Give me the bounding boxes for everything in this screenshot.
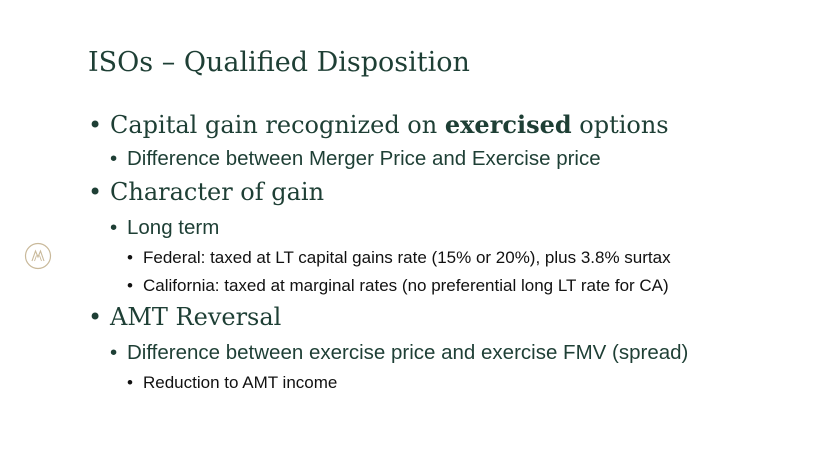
bullet-text-bold: exercised — [444, 110, 572, 139]
bullet-text: California: taxed at marginal rates (no … — [143, 276, 669, 295]
bullet-marker: • — [88, 303, 103, 331]
bullet-character-of-gain: • Character of gain — [88, 178, 324, 206]
bullet-marker: • — [127, 373, 133, 392]
bullet-california: • California: taxed at marginal rates (n… — [127, 276, 669, 296]
bullet-amt-income: • Reduction to AMT income — [127, 373, 337, 393]
bullet-text: Difference between exercise price and ex… — [127, 341, 689, 364]
bullet-marker: • — [110, 147, 118, 170]
bullet-marker: • — [88, 178, 103, 206]
bullet-text-suffix: options — [571, 111, 669, 139]
bullet-capital-gain: • Capital gain recognized on exercised o… — [88, 110, 669, 139]
bullet-merger-price: • Difference between Merger Price and Ex… — [110, 147, 601, 171]
firm-monogram-logo-icon — [24, 242, 52, 270]
bullet-marker: • — [88, 111, 103, 139]
bullet-marker: • — [127, 276, 133, 295]
bullet-text: AMT Reversal — [110, 303, 282, 331]
bullet-marker: • — [110, 341, 118, 364]
bullet-text: Capital gain recognized on exercised opt… — [110, 110, 669, 139]
bullet-text: Federal: taxed at LT capital gains rate … — [143, 248, 671, 267]
bullet-long-term: • Long term — [110, 216, 219, 240]
bullet-spread: • Difference between exercise price and … — [110, 341, 688, 365]
slide-title: ISOs – Qualified Disposition — [88, 47, 470, 78]
bullet-text-prefix: Capital gain recognized on — [110, 111, 445, 139]
bullet-text: Difference between Merger Price and Exer… — [127, 147, 601, 170]
bullet-text: Long term — [127, 216, 220, 239]
bullet-federal: • Federal: taxed at LT capital gains rat… — [127, 248, 671, 268]
bullet-marker: • — [110, 216, 118, 239]
bullet-text: Reduction to AMT income — [143, 373, 338, 392]
bullet-marker: • — [127, 248, 133, 267]
bullet-amt-reversal: • AMT Reversal — [88, 303, 281, 331]
bullet-text: Character of gain — [110, 178, 325, 206]
